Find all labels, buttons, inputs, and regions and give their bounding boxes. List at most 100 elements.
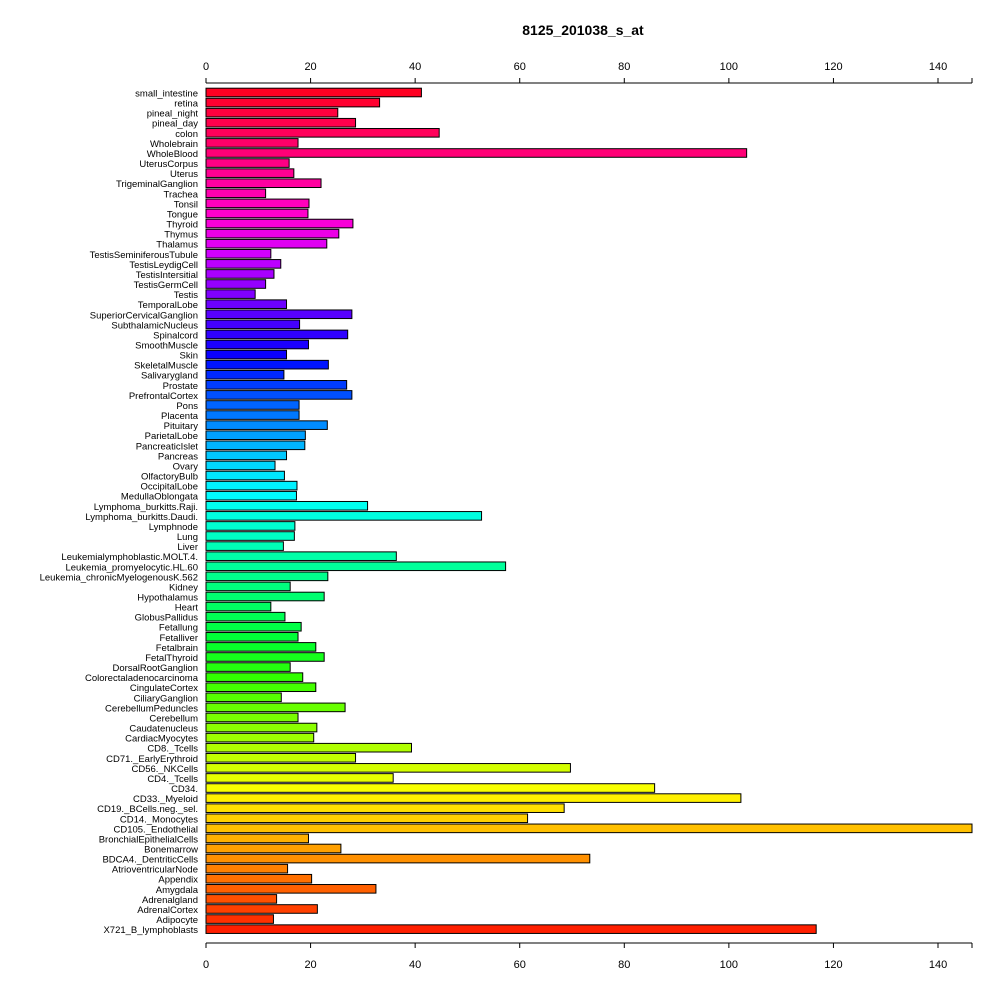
category-label: SuperiorCervicalGanglion	[90, 310, 198, 321]
category-label: Pancreas	[158, 451, 198, 462]
bar	[205, 773, 394, 783]
bar	[205, 642, 317, 652]
category-label: Lymphoma_burkitts.Raji.	[94, 502, 198, 513]
bar	[205, 742, 412, 753]
category-label: OlfactoryBulb	[141, 472, 198, 483]
bottom-tick-label: 60	[514, 959, 526, 971]
category-label: CD71._EarlyErythroid	[106, 754, 198, 765]
category-label: Lymphnode	[149, 522, 198, 533]
category-label: CD34.	[171, 784, 198, 795]
bar	[205, 410, 300, 420]
category-label: TestisSeminiferousTubule	[90, 250, 198, 261]
bar	[205, 470, 285, 481]
bar	[205, 309, 353, 320]
category-label: Adrenalgland	[142, 895, 198, 906]
bar	[205, 400, 300, 410]
bottom-tick-label: 140	[929, 959, 947, 971]
bar	[205, 500, 369, 511]
bar	[205, 611, 286, 622]
bar	[205, 803, 565, 813]
category-label: CD8._Tcells	[147, 744, 198, 755]
category-label: WholeBlood	[147, 149, 198, 160]
bar	[205, 440, 306, 451]
bar	[205, 490, 297, 501]
bar	[205, 117, 357, 128]
bottom-x-axis: 0 20 40 60 80 100 120 140	[203, 942, 973, 971]
category-label: ParietalLobe	[145, 431, 198, 442]
bottom-tick-label: 100	[720, 959, 738, 971]
category-label: Adipocyte	[156, 915, 198, 926]
bar	[205, 571, 329, 582]
category-label: CD56._NKCells	[131, 764, 198, 775]
bar	[205, 480, 298, 491]
bar	[205, 621, 302, 632]
category-label: TestisLeydigCell	[129, 260, 198, 271]
category-label: Fetalliver	[159, 633, 198, 644]
category-label: PrefrontalCortex	[129, 391, 198, 402]
category-label: Cerebellum	[149, 713, 198, 724]
bar	[205, 148, 748, 158]
category-label: BDCA4._DentriticCells	[102, 855, 198, 866]
top-tick-label: 100	[720, 61, 738, 73]
category-label: PancreaticIslet	[136, 441, 199, 452]
category-label: CD19._BCells.neg._sel.	[97, 804, 198, 815]
category-label: small_intestine	[135, 89, 198, 100]
bar	[205, 904, 318, 914]
bar	[205, 632, 299, 642]
bar	[205, 763, 571, 773]
bar	[205, 107, 339, 118]
category-label: Uterus	[170, 169, 198, 180]
category-label: pineal_day	[152, 119, 198, 130]
category-label: colon	[175, 129, 198, 140]
bottom-tick-label: 120	[824, 959, 842, 971]
category-label: GlobusPallidus	[135, 613, 199, 624]
category-labels-group: small_intestineretinapineal_nightpineal_…	[40, 89, 199, 937]
category-label: Kidney	[169, 582, 198, 593]
bar	[205, 168, 295, 178]
bar	[205, 692, 282, 703]
category-label: Bonemarrow	[144, 845, 198, 856]
category-label: Testis	[174, 290, 199, 301]
bar	[205, 208, 309, 219]
category-label: Skin	[180, 351, 198, 362]
bar	[205, 279, 267, 289]
top-tick-label: 80	[618, 61, 630, 73]
top-tick-label: 140	[929, 61, 947, 73]
bar	[205, 178, 322, 189]
category-label: Fetalbrain	[156, 643, 198, 654]
category-label: Colorectaladenocarcinoma	[85, 673, 199, 684]
bar	[205, 702, 346, 713]
bar	[205, 581, 291, 592]
bar	[205, 138, 299, 148]
category-label: TestisGermCell	[134, 280, 198, 291]
category-label: Leukemia_promyelocytic.HL.60	[65, 562, 198, 573]
bar	[205, 339, 309, 350]
category-label: Thalamus	[156, 240, 198, 251]
category-label: retina	[174, 99, 198, 110]
bar	[205, 531, 295, 541]
category-label: Thymus	[164, 230, 198, 241]
bar	[205, 511, 483, 521]
bar	[205, 450, 288, 461]
top-tick-label: 120	[824, 61, 842, 73]
top-tick-label: 60	[514, 61, 526, 73]
bar	[205, 349, 288, 360]
category-label: OccipitalLobe	[140, 482, 198, 493]
category-label: Prostate	[163, 381, 198, 392]
bar	[205, 87, 422, 98]
category-label: CD105._Endothelial	[113, 824, 198, 835]
category-label: TemporalLobe	[138, 300, 198, 311]
category-label: AdrenalCortex	[137, 905, 198, 916]
bar	[205, 319, 301, 330]
category-label: Hypothalamus	[137, 593, 198, 604]
bar	[205, 833, 309, 844]
bar	[205, 299, 288, 309]
bar	[205, 712, 299, 723]
category-label: SmoothMuscle	[135, 341, 198, 352]
bottom-tick-label: 20	[304, 959, 316, 971]
bottom-tick-label: 40	[409, 959, 421, 971]
category-label: Placenta	[161, 411, 199, 422]
bar	[205, 591, 325, 602]
category-label: Ovary	[173, 461, 199, 472]
